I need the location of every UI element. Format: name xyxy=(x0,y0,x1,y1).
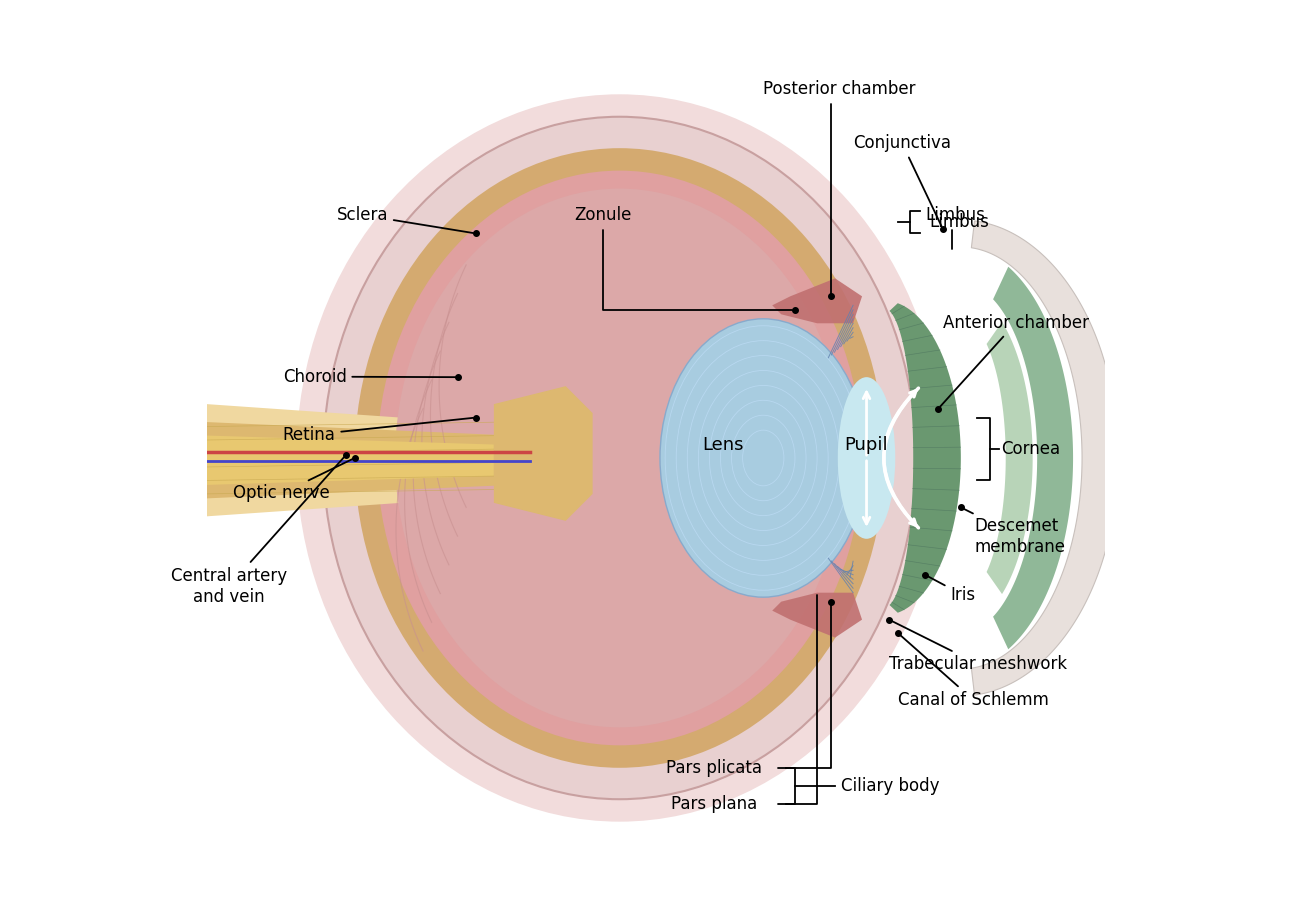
Ellipse shape xyxy=(659,319,867,597)
Text: Choroid: Choroid xyxy=(283,367,455,385)
Text: Cornea: Cornea xyxy=(1002,440,1061,458)
Text: Ciliary body: Ciliary body xyxy=(842,777,940,795)
Ellipse shape xyxy=(300,99,939,817)
Text: Iris: Iris xyxy=(927,576,975,603)
Ellipse shape xyxy=(838,377,895,539)
Text: Anterior chamber: Anterior chamber xyxy=(940,313,1089,407)
Ellipse shape xyxy=(324,117,916,799)
Text: Posterior chamber: Posterior chamber xyxy=(763,80,916,294)
Text: Limbus: Limbus xyxy=(924,206,985,249)
Text: Trabecular meshwork: Trabecular meshwork xyxy=(889,621,1067,673)
Polygon shape xyxy=(772,593,863,638)
Text: Descemet
membrane: Descemet membrane xyxy=(964,508,1066,556)
Text: Limbus: Limbus xyxy=(929,213,990,231)
Text: Pars plicata: Pars plicata xyxy=(666,759,762,777)
Polygon shape xyxy=(987,321,1033,594)
Polygon shape xyxy=(971,221,1118,695)
Polygon shape xyxy=(772,278,863,323)
Polygon shape xyxy=(207,436,494,485)
Polygon shape xyxy=(992,267,1074,649)
Polygon shape xyxy=(494,386,593,521)
Text: Pars plana: Pars plana xyxy=(671,795,756,813)
Ellipse shape xyxy=(355,148,885,768)
Polygon shape xyxy=(207,404,530,516)
Text: Sclera: Sclera xyxy=(337,206,473,233)
Text: Conjunctiva: Conjunctiva xyxy=(853,134,950,226)
Text: Pupil: Pupil xyxy=(844,436,889,453)
Ellipse shape xyxy=(378,171,863,745)
Text: Canal of Schlemm: Canal of Schlemm xyxy=(898,635,1049,709)
Text: Central artery
and vein: Central artery and vein xyxy=(170,457,343,605)
Polygon shape xyxy=(889,304,961,612)
Text: Lens: Lens xyxy=(703,436,743,453)
Polygon shape xyxy=(207,422,511,498)
Ellipse shape xyxy=(395,189,844,727)
Text: Optic nerve: Optic nerve xyxy=(233,459,353,502)
Ellipse shape xyxy=(296,94,943,822)
Text: Zonule: Zonule xyxy=(574,206,792,310)
Text: Retina: Retina xyxy=(283,418,473,444)
